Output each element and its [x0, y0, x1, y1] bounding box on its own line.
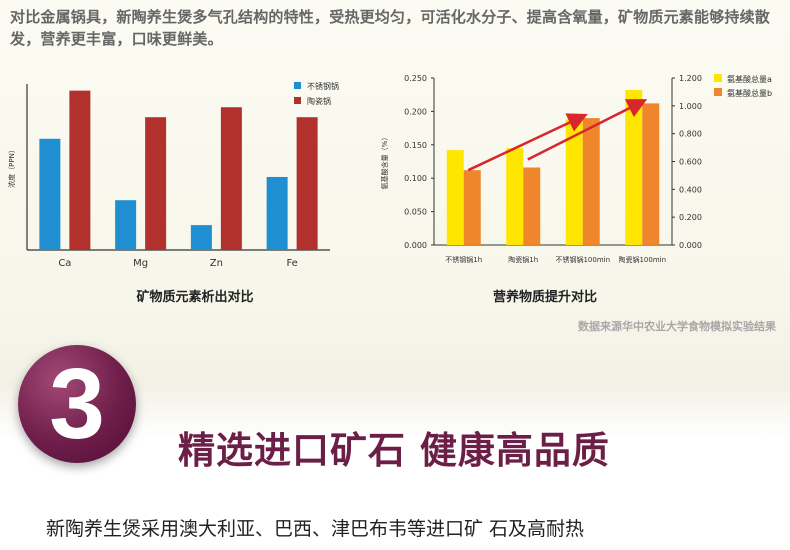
bar-zn-stainless	[190, 225, 212, 250]
y-tick-label: 0.100	[404, 174, 427, 183]
bar-amino-a-3	[625, 90, 643, 245]
y-axis-label: 浓度（PPN）	[7, 146, 16, 188]
x-tick-label: 陶瓷锅1h	[508, 255, 538, 264]
nutrition-chart: 0.000 0.050 0.100 0.150 0.200 0.250 0.000 0.200…	[380, 74, 772, 264]
source-note: 数据来源华中农业大学食物模拟实验结果	[578, 320, 776, 333]
body-paragraph: 新陶养生煲采用澳大利亚、巴西、津巴布韦等进口矿 石及高耐热	[46, 518, 585, 540]
bar-amino-b-0	[463, 170, 481, 245]
legend-swatch	[294, 82, 301, 89]
bar-amino-a-0	[446, 150, 464, 245]
x-tick-label: 陶瓷锅100min	[618, 255, 666, 264]
legend-label: 不锈钢锅	[307, 81, 339, 91]
y-tick-label: 0.050	[404, 208, 427, 217]
legend-swatch	[294, 97, 301, 104]
section-number-badge: 3	[18, 345, 136, 463]
legend-label: 氨基酸总量b	[727, 88, 772, 98]
x-tick-label: 不锈钢锅100min	[555, 255, 610, 264]
bar-amino-b-3	[642, 103, 660, 245]
x-tick-label: Ca	[58, 258, 71, 269]
mineral-chart-title: 矿物质元素析出对比	[136, 290, 254, 305]
x-tick-label: Fe	[286, 258, 297, 269]
x-tick-label: Zn	[210, 258, 223, 269]
legend-swatch	[714, 74, 722, 82]
bar-amino-b-1	[523, 167, 541, 245]
legend-label: 氨基酸总量a	[727, 74, 772, 84]
legend-swatch	[714, 88, 722, 96]
bar-zn-ceramic	[220, 107, 242, 250]
bar-mg-stainless	[115, 200, 137, 250]
y2-tick-label: 1.200	[679, 74, 702, 83]
bar-amino-a-1	[506, 148, 524, 245]
y2-tick-label: 0.600	[679, 158, 702, 167]
y2-tick-label: 0.000	[679, 241, 702, 250]
y-axis-label: 氨基酸含量（%）	[380, 134, 389, 190]
bar-fe-ceramic	[296, 117, 318, 250]
legend-label: 陶瓷锅	[307, 96, 331, 106]
section-number: 3	[49, 348, 105, 460]
bar-amino-a-2	[565, 119, 583, 245]
y2-tick-label: 1.000	[679, 102, 702, 111]
y-tick-label: 0.200	[404, 107, 427, 116]
bar-fe-stainless	[266, 176, 288, 250]
bar-ca-stainless	[39, 138, 61, 250]
x-tick-label: Mg	[133, 258, 148, 269]
x-tick-label: 不锈钢锅1h	[445, 255, 482, 264]
y-tick-label: 0.000	[404, 241, 427, 250]
trend-arrow-2	[527, 99, 648, 161]
y2-tick-label: 0.400	[679, 185, 702, 194]
y-tick-label: 0.150	[404, 141, 427, 150]
bar-ca-ceramic	[69, 90, 91, 250]
y2-tick-label: 0.800	[679, 130, 702, 139]
y2-tick-label: 0.200	[679, 213, 702, 222]
section-title: 精选进口矿石 健康高品质	[178, 429, 610, 472]
bar-mg-ceramic	[145, 117, 167, 250]
bar-amino-b-2	[582, 118, 600, 245]
trend-arrow-1	[467, 113, 588, 172]
y-tick-label: 0.250	[404, 74, 427, 83]
nutrition-chart-title: 营养物质提升对比	[492, 290, 597, 305]
intro-paragraph: 对比金属锅具，新陶养生煲多气孔结构的特性，受热更均匀，可活化水分子、提高含氧量，…	[10, 8, 771, 48]
